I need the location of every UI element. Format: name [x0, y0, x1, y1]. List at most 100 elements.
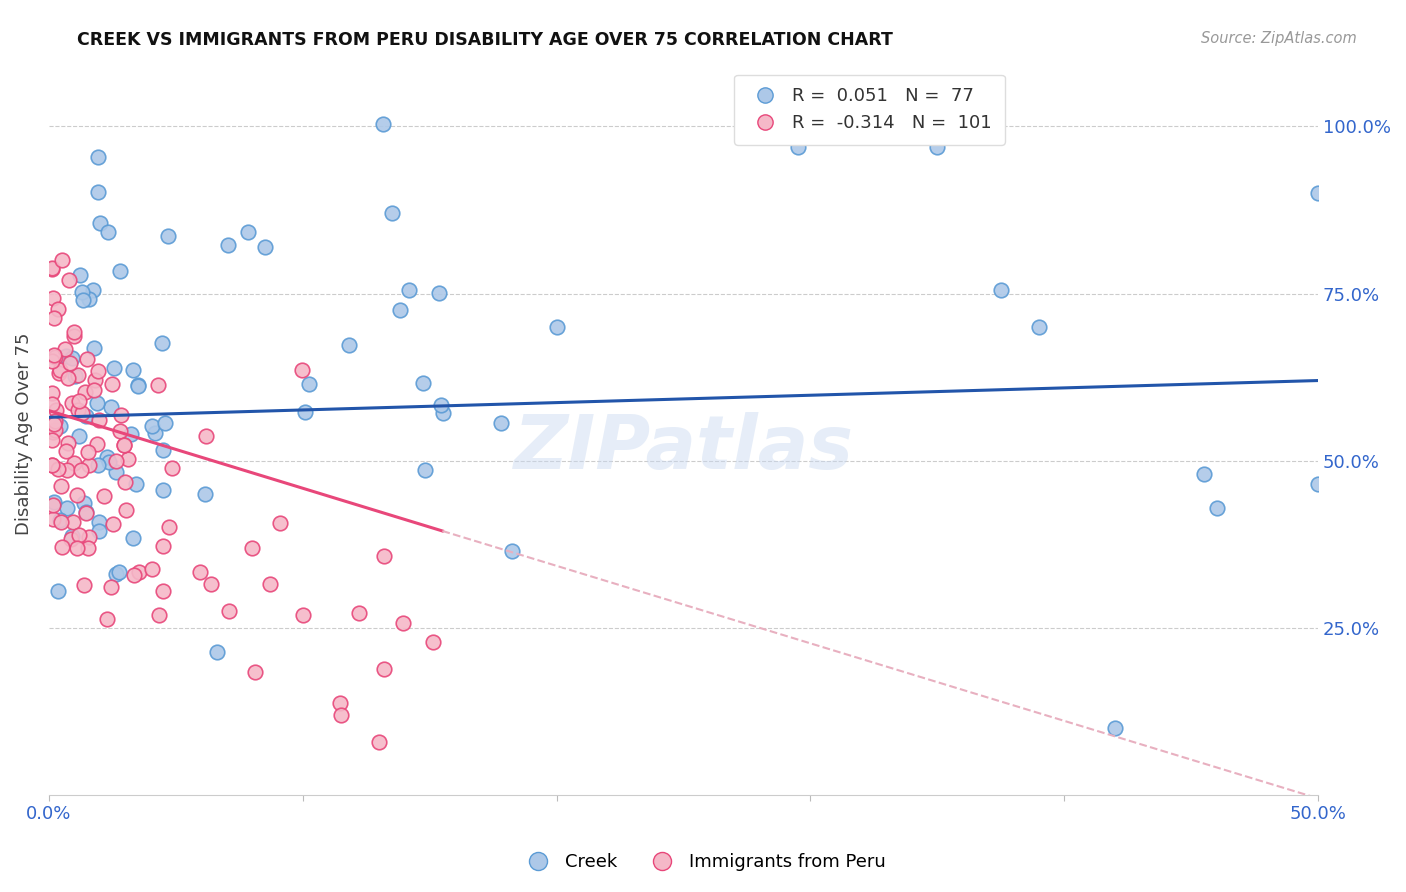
Point — [42, 498, 65, 512]
Point — [152, 483, 174, 497]
Point — [125, 477, 148, 491]
Point — [63, 369, 86, 384]
Point — [381, 206, 404, 220]
Point — [156, 228, 179, 243]
Point — [153, 416, 176, 430]
Point — [63, 456, 86, 470]
Point — [108, 565, 131, 579]
Point — [371, 117, 394, 131]
Point — [41, 433, 63, 447]
Point — [51, 540, 73, 554]
Point — [89, 216, 111, 230]
Point — [143, 425, 166, 440]
Point — [41, 354, 63, 368]
Point — [200, 577, 222, 591]
Point — [127, 379, 149, 393]
Point — [72, 406, 94, 420]
Point — [100, 400, 122, 414]
Point — [49, 418, 72, 433]
Point — [146, 378, 169, 392]
Point — [546, 320, 568, 334]
Point — [69, 268, 91, 283]
Point — [1192, 467, 1215, 482]
Point — [152, 539, 174, 553]
Point — [205, 645, 228, 659]
Point — [41, 261, 63, 276]
Point — [48, 363, 70, 377]
Point — [236, 225, 259, 239]
Point — [291, 607, 314, 622]
Point — [157, 520, 180, 534]
Point — [117, 452, 139, 467]
Point — [294, 405, 316, 419]
Point — [97, 225, 120, 239]
Point — [46, 584, 69, 599]
Point — [82, 283, 104, 297]
Point — [1205, 500, 1227, 515]
Point — [67, 429, 90, 443]
Point — [77, 292, 100, 306]
Point — [41, 262, 63, 277]
Point — [398, 283, 420, 297]
Point — [148, 607, 170, 622]
Point — [108, 424, 131, 438]
Point — [427, 286, 450, 301]
Point — [112, 438, 135, 452]
Text: CREEK VS IMMIGRANTS FROM PERU DISABILITY AGE OVER 75 CORRELATION CHART: CREEK VS IMMIGRANTS FROM PERU DISABILITY… — [77, 31, 893, 49]
Point — [72, 293, 94, 307]
Point — [77, 541, 100, 556]
Point — [291, 363, 314, 377]
Point — [927, 139, 949, 153]
Point — [101, 376, 124, 391]
Point — [1104, 721, 1126, 735]
Point — [108, 263, 131, 277]
Point — [56, 436, 79, 450]
Point — [412, 376, 434, 391]
Point — [150, 336, 173, 351]
Point — [1308, 477, 1330, 491]
Point — [87, 150, 110, 164]
Point — [42, 425, 65, 440]
Point — [70, 285, 93, 299]
Point — [124, 568, 146, 582]
Point — [96, 612, 118, 626]
Point — [67, 368, 90, 383]
Point — [115, 503, 138, 517]
Point — [48, 462, 70, 476]
Point — [77, 458, 100, 472]
Point — [105, 465, 128, 479]
Point — [51, 479, 73, 493]
Point — [66, 488, 89, 502]
Point — [67, 394, 90, 409]
Point — [42, 310, 65, 325]
Point — [112, 438, 135, 452]
Point — [141, 562, 163, 576]
Point — [44, 414, 66, 428]
Point — [100, 580, 122, 594]
Point — [77, 444, 100, 458]
Point — [42, 291, 65, 305]
Y-axis label: Disability Age Over 75: Disability Age Over 75 — [15, 333, 32, 535]
Point — [120, 426, 142, 441]
Point — [66, 402, 89, 417]
Point — [253, 240, 276, 254]
Point — [415, 463, 437, 477]
Point — [152, 442, 174, 457]
Point — [72, 496, 94, 510]
Point — [368, 734, 391, 748]
Point — [259, 576, 281, 591]
Point — [188, 566, 211, 580]
Point — [46, 302, 69, 317]
Point — [83, 384, 105, 398]
Point — [373, 549, 395, 564]
Point — [62, 515, 84, 529]
Point — [105, 453, 128, 467]
Point — [66, 541, 89, 556]
Point — [87, 458, 110, 473]
Point — [62, 325, 84, 339]
Point — [60, 351, 83, 366]
Point — [98, 455, 121, 469]
Point — [373, 662, 395, 676]
Point — [329, 707, 352, 722]
Point — [67, 527, 90, 541]
